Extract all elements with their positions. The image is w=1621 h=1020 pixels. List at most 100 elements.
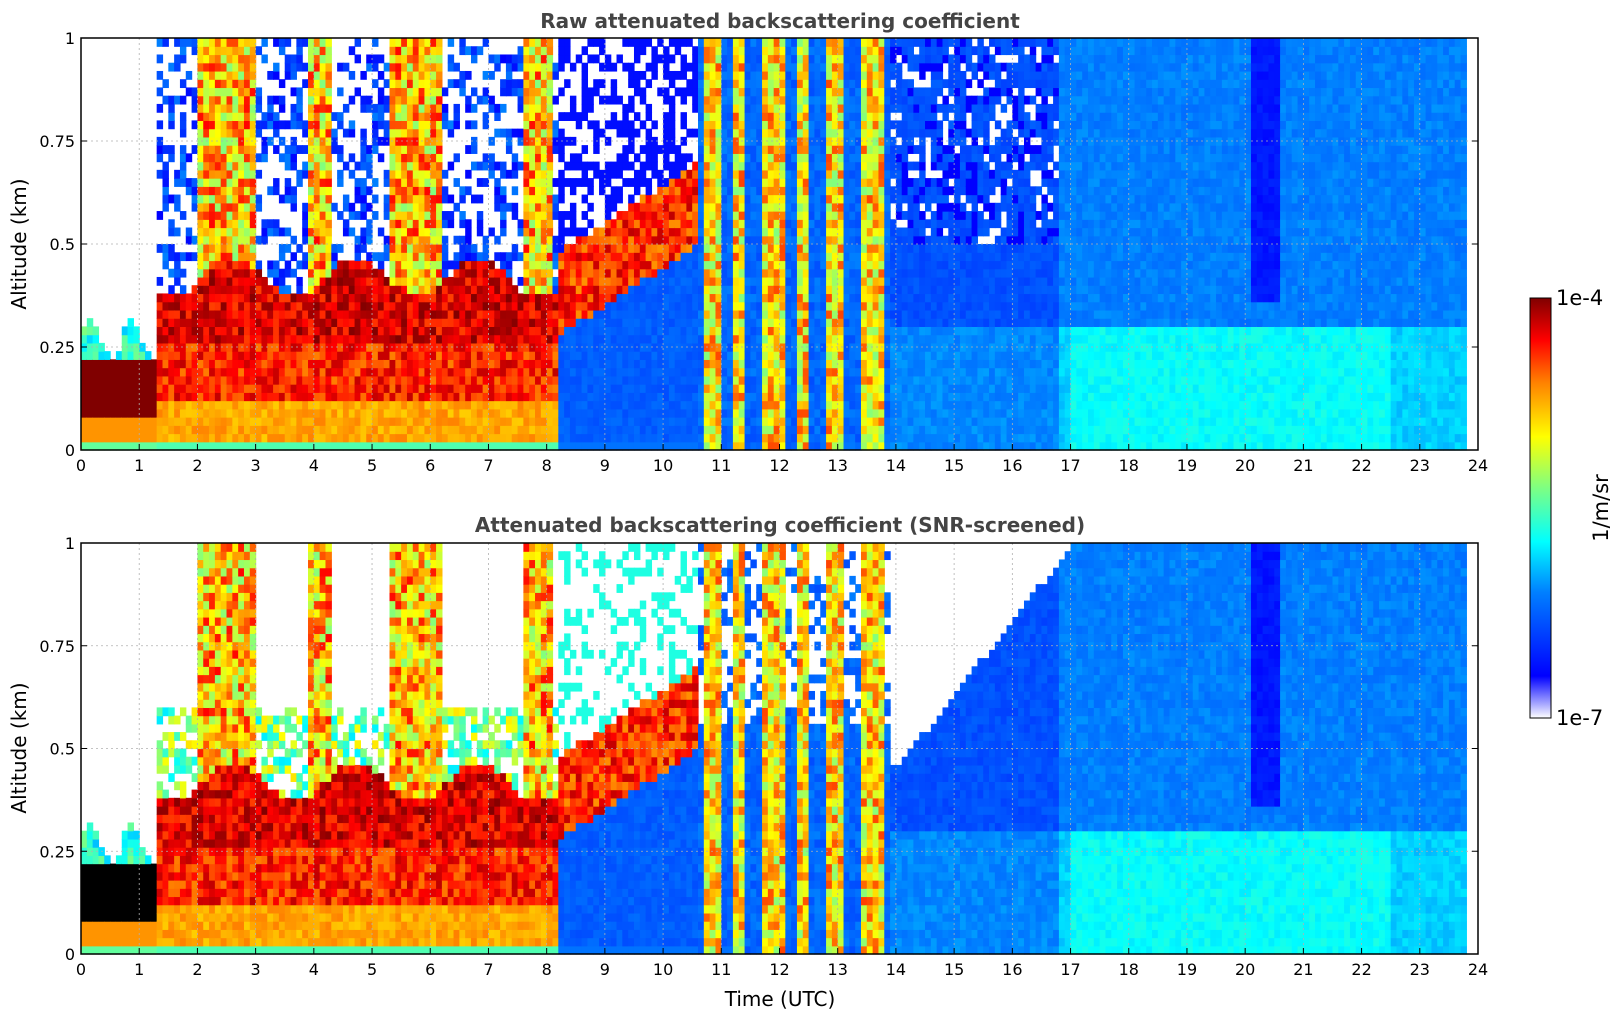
heatmap-cell bbox=[587, 401, 593, 410]
heatmap-cell bbox=[820, 326, 826, 335]
heatmap-cell bbox=[523, 293, 529, 302]
heatmap-cell bbox=[325, 54, 331, 63]
heatmap-cell bbox=[430, 392, 436, 401]
heatmap-cell bbox=[733, 359, 739, 368]
heatmap-cell bbox=[320, 63, 326, 72]
heatmap-cell bbox=[628, 79, 634, 88]
heatmap-cell bbox=[733, 368, 739, 377]
heatmap-cell bbox=[302, 310, 308, 319]
heatmap-cell bbox=[814, 145, 820, 154]
heatmap-cell bbox=[302, 401, 308, 410]
heatmap-cell bbox=[669, 392, 675, 401]
heatmap-cell bbox=[296, 120, 302, 129]
heatmap-cell bbox=[372, 376, 378, 385]
heatmap-cell bbox=[675, 302, 681, 311]
heatmap-cell bbox=[506, 54, 512, 63]
heatmap-cell bbox=[704, 368, 710, 377]
heatmap-cell bbox=[582, 195, 588, 204]
heatmap-cell bbox=[721, 203, 727, 212]
heatmap-cell bbox=[675, 260, 681, 269]
heatmap-cell bbox=[634, 79, 640, 88]
heatmap-cell bbox=[523, 129, 529, 138]
heatmap-cell bbox=[256, 326, 262, 335]
heatmap-cell bbox=[162, 434, 168, 443]
heatmap-cell bbox=[617, 409, 623, 418]
heatmap-cell bbox=[803, 376, 809, 385]
heatmap-cell bbox=[157, 335, 163, 344]
heatmap-cell bbox=[343, 425, 349, 434]
heatmap-cell bbox=[471, 384, 477, 393]
heatmap-cell bbox=[244, 376, 250, 385]
heatmap-cell bbox=[634, 277, 640, 286]
heatmap-cell bbox=[337, 145, 343, 154]
heatmap-cell bbox=[721, 244, 727, 253]
heatmap-cell bbox=[780, 153, 786, 162]
heatmap-cell bbox=[244, 384, 250, 393]
heatmap-cell bbox=[646, 376, 652, 385]
heatmap-cell bbox=[785, 277, 791, 286]
heatmap-cell bbox=[157, 351, 163, 360]
heatmap-cell bbox=[454, 153, 460, 162]
heatmap-cell bbox=[337, 310, 343, 319]
heatmap-cell bbox=[570, 112, 576, 121]
heatmap-cell bbox=[675, 162, 681, 171]
heatmap-cell bbox=[780, 409, 786, 418]
heatmap-cell bbox=[634, 368, 640, 377]
heatmap-cell bbox=[797, 285, 803, 294]
heatmap-cell bbox=[518, 434, 524, 443]
heatmap-cell bbox=[331, 359, 337, 368]
heatmap-cell bbox=[244, 104, 250, 113]
heatmap-cell bbox=[733, 162, 739, 171]
heatmap-cell bbox=[122, 409, 128, 418]
heatmap-cell bbox=[390, 112, 396, 121]
heatmap-cell bbox=[803, 71, 809, 80]
heatmap-cell bbox=[704, 384, 710, 393]
heatmap-cell bbox=[558, 434, 564, 443]
heatmap-cell bbox=[617, 293, 623, 302]
heatmap-cell bbox=[296, 302, 302, 311]
heatmap-cell bbox=[634, 417, 640, 426]
heatmap-cell bbox=[203, 170, 209, 179]
heatmap-cell bbox=[768, 244, 774, 253]
heatmap-cell bbox=[325, 38, 331, 47]
heatmap-cell bbox=[162, 145, 168, 154]
heatmap-cell bbox=[122, 401, 128, 410]
heatmap-cell bbox=[529, 153, 535, 162]
heatmap-cell bbox=[529, 359, 535, 368]
heatmap-cell bbox=[448, 326, 454, 335]
heatmap-cell bbox=[710, 392, 716, 401]
heatmap-cell bbox=[320, 252, 326, 261]
heatmap-cell bbox=[820, 409, 826, 418]
heatmap-cell bbox=[378, 87, 384, 96]
heatmap-cell bbox=[768, 351, 774, 360]
heatmap-cell bbox=[611, 170, 617, 179]
heatmap-cell bbox=[314, 96, 320, 105]
heatmap-cell bbox=[628, 203, 634, 212]
heatmap-cell bbox=[477, 211, 483, 220]
heatmap-cell bbox=[454, 112, 460, 121]
heatmap-cell bbox=[780, 368, 786, 377]
heatmap-cell bbox=[669, 79, 675, 88]
heatmap-cell bbox=[436, 228, 442, 237]
heatmap-cell bbox=[617, 417, 623, 426]
heatmap-cell bbox=[518, 310, 524, 319]
heatmap-cell bbox=[314, 145, 320, 154]
heatmap-cell bbox=[197, 318, 203, 327]
heatmap-cell bbox=[646, 219, 652, 228]
heatmap-cell bbox=[477, 293, 483, 302]
heatmap-cell bbox=[110, 376, 116, 385]
heatmap-cell bbox=[750, 46, 756, 55]
heatmap-cell bbox=[745, 293, 751, 302]
heatmap-cell bbox=[780, 63, 786, 72]
heatmap-cell bbox=[395, 335, 401, 344]
heatmap-cell bbox=[750, 277, 756, 286]
heatmap-cell bbox=[320, 203, 326, 212]
heatmap-cell bbox=[593, 368, 599, 377]
heatmap-cell bbox=[640, 244, 646, 253]
heatmap-cell bbox=[797, 195, 803, 204]
heatmap-cell bbox=[780, 417, 786, 426]
heatmap-cell bbox=[558, 326, 564, 335]
heatmap-cell bbox=[500, 211, 506, 220]
heatmap-cell bbox=[320, 87, 326, 96]
heatmap-cell bbox=[663, 54, 669, 63]
